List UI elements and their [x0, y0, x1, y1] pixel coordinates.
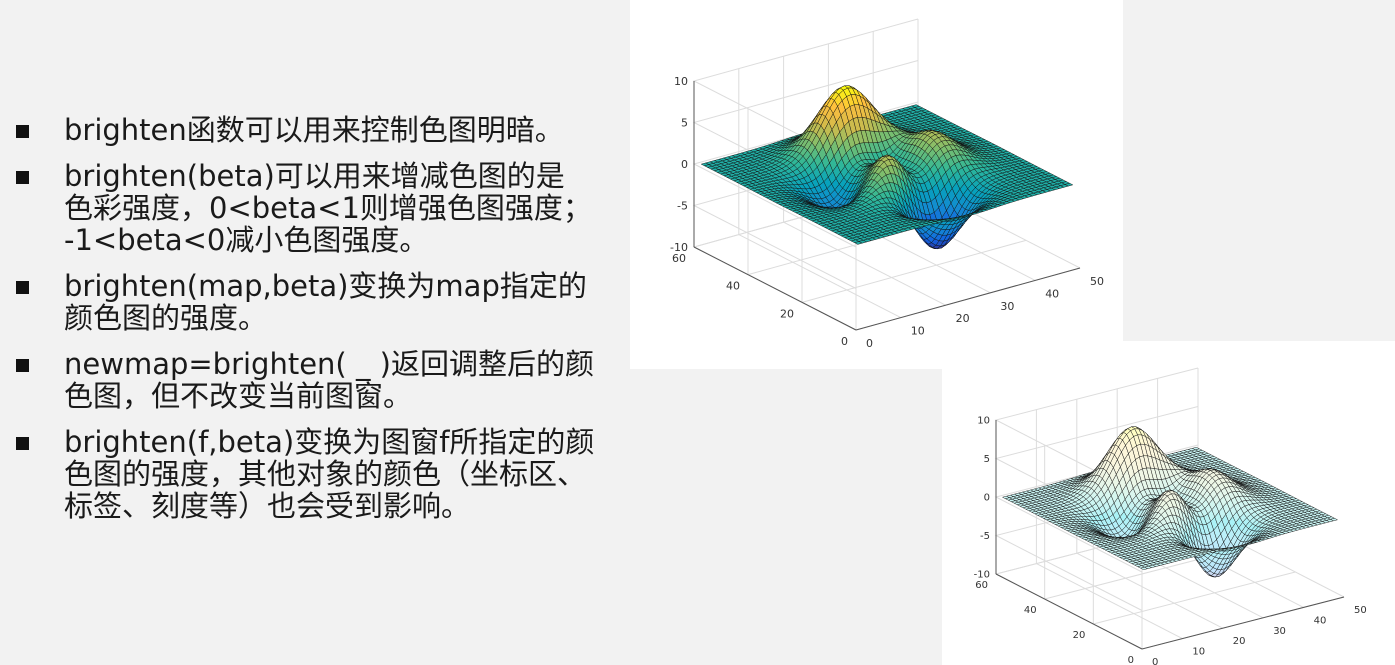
square-bullet-icon: [16, 171, 29, 184]
x-tick-label: 30: [1273, 626, 1286, 637]
square-bullet-icon: [16, 437, 29, 450]
x-axis-line: [855, 267, 1081, 331]
surface-plot-panel: 10 5 0 -5 -10 60 40 20 0 0 10 20 30 40 50: [942, 341, 1395, 665]
surface-mesh: [1001, 426, 1339, 578]
bullet-item: brighten(beta)可以用来增减色图的是 色彩强度，0<beta<1则增…: [14, 160, 654, 256]
bullet-line: brighten(f,beta)变换为图窗f所指定的颜: [64, 425, 595, 459]
bullet-item: brighten(f,beta)变换为图窗f所指定的颜 色图的强度，其他对象的颜…: [14, 426, 654, 522]
z-tick-label: 5: [681, 116, 688, 129]
x-tick-label: 30: [1000, 300, 1014, 313]
bullet-line: 标签、刻度等）也会受到影响。: [64, 489, 471, 523]
bullet-line: -1<beta<0减小色图强度。: [64, 223, 429, 257]
grid-line: [783, 221, 946, 306]
x-tick-label: 20: [956, 312, 970, 325]
x-tick-label: 10: [911, 325, 925, 338]
y-axis-line: [693, 246, 857, 331]
bullet-line: brighten(beta)可以用来增减色图的是: [64, 159, 565, 193]
grid-line: [1076, 552, 1224, 629]
bullet-line: brighten(map,beta)变换为map指定的: [64, 269, 587, 303]
y-tick-label: 0: [841, 335, 848, 348]
z-tick-label: -10: [974, 570, 990, 581]
x-tick-label: 0: [866, 337, 873, 350]
x-tick-label: 40: [1314, 615, 1327, 626]
square-bullet-icon: [16, 359, 29, 372]
surface-mesh: [700, 85, 1074, 250]
bullet-item: newmap=brighten( _ )返回调整后的颜 色图，但不改变当前图窗。: [14, 348, 654, 412]
grid-line: [1093, 571, 1296, 625]
bullet-line: newmap=brighten( _ )返回调整后的颜: [64, 347, 595, 381]
x-tick-label: 50: [1090, 275, 1104, 288]
z-tick-label: 0: [681, 158, 688, 171]
grid-line: [801, 239, 1027, 303]
grid-line: [1036, 563, 1183, 640]
z-tick-label: -10: [670, 241, 688, 254]
bullet-line: 色图，但不改变当前图窗。: [64, 379, 413, 413]
y-tick-label: 40: [726, 280, 740, 293]
y-tick-label: 20: [780, 307, 794, 320]
bullet-list: brighten函数可以用来控制色图明暗。 brighten(beta)可以用来…: [14, 114, 654, 536]
y-tick-label: 20: [1073, 630, 1086, 641]
x-axis-line: [1141, 596, 1345, 650]
bullet-line: 色彩强度，0<beta<1则增强色图强度；: [64, 191, 592, 225]
z-tick-label: -5: [980, 531, 990, 542]
x-tick-label: 50: [1354, 605, 1367, 616]
y-tick-label: 60: [672, 252, 686, 265]
x-tick-label: 10: [1192, 647, 1205, 658]
y-tick-label: 40: [1024, 605, 1037, 616]
bullet-item: brighten(map,beta)变换为map指定的 颜色图的强度。: [14, 270, 654, 334]
z-tick-label: 10: [977, 416, 990, 427]
z-tick-label: 10: [674, 75, 688, 88]
bullet-line: 颜色图的强度。: [64, 301, 268, 335]
y-tick-label: 0: [1128, 655, 1134, 665]
surface-plot-panel: 10 5 0 -5 -10 60 40 20 0 0 10 20 30 40 50: [630, 0, 1123, 369]
bullet-line: brighten函数可以用来控制色图明暗。: [64, 113, 564, 147]
grid-line: [738, 234, 902, 319]
square-bullet-icon: [16, 125, 29, 138]
bullet-item: brighten函数可以用来控制色图明暗。: [14, 114, 654, 146]
y-axis-line: [995, 573, 1143, 650]
y-tick-label: 60: [975, 580, 988, 591]
square-bullet-icon: [16, 281, 29, 294]
x-tick-label: 0: [1152, 657, 1158, 665]
bullet-line: 色图的强度，其他对象的颜色（坐标区、: [64, 457, 587, 491]
z-tick-label: -5: [677, 199, 688, 212]
x-tick-label: 20: [1233, 636, 1246, 647]
x-tick-label: 40: [1045, 287, 1059, 300]
z-tick-label: 5: [984, 454, 990, 465]
z-tick-label: 0: [984, 493, 990, 504]
